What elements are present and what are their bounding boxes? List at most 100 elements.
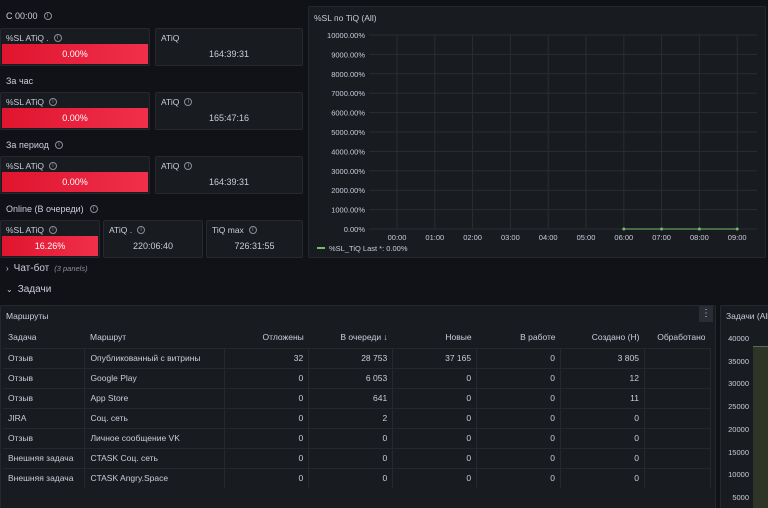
table-cell: 2 xyxy=(308,407,394,428)
routes-panel-title: Маршруты xyxy=(6,311,49,321)
info-icon[interactable]: i xyxy=(48,226,57,234)
x-tick-label: 07:00 xyxy=(652,233,671,242)
table-cell: 641 xyxy=(308,387,394,408)
x-tick-label: 09:00 xyxy=(728,233,747,242)
x-tick-label: 01:00 xyxy=(425,233,444,242)
table-cell: App Store xyxy=(84,387,226,408)
chevron-down-icon: ⌄ xyxy=(6,285,13,294)
table-cell: Личное сообщение VK xyxy=(84,427,226,448)
table-cell: 0 xyxy=(224,407,310,428)
x-tick-label: 00:00 xyxy=(388,233,407,242)
table-cell: 11 xyxy=(560,387,645,408)
table-cell: 0 xyxy=(560,407,645,428)
table-cell: 0 xyxy=(308,427,394,448)
table-row: Внешняя задача CTASK Angry.Space 0 0 0 0 0 xyxy=(3,467,712,488)
legend-label: %SL_TiQ Last *: 0.00% xyxy=(329,244,408,253)
table-row: Отзыв App Store 0 641 0 0 11 xyxy=(3,387,712,408)
info-icon[interactable]: i xyxy=(137,226,146,234)
atiq-panel-3: ATiQ i 164:39:31 xyxy=(155,156,303,194)
table-cell: 6 053 xyxy=(308,367,394,388)
y-tick-label: 9000.00% xyxy=(331,50,365,59)
info-icon[interactable]: i xyxy=(53,34,62,42)
tiq-max-value: 726:31:55 xyxy=(234,241,275,251)
table-cell: 0 xyxy=(308,447,394,468)
info-icon[interactable]: i xyxy=(184,98,193,106)
table-cell: 0 xyxy=(392,407,478,428)
y-tick-label: 5000.00% xyxy=(331,128,365,137)
y-tick-label: 4000.00% xyxy=(331,147,365,156)
column-header[interactable]: Создано (Н) xyxy=(591,331,640,342)
table-cell: 0 xyxy=(392,387,478,408)
y-tick-label: 6000.00% xyxy=(331,109,365,118)
tasks-y-tick: 30000 xyxy=(728,379,749,389)
table-cell xyxy=(644,447,712,468)
x-tick-label: 03:00 xyxy=(501,233,520,242)
table-row: Отзыв Личное сообщение VK 0 0 0 0 0 xyxy=(3,427,712,448)
table-cell xyxy=(644,407,712,428)
table-cell: Соц. сеть xyxy=(84,407,226,428)
info-icon[interactable]: i xyxy=(48,98,57,106)
table-row: Внешняя задача CTASK Соц. сеть 0 0 0 0 0 xyxy=(3,447,712,468)
routes-panel: Маршруты ⋮ Задача Маршрут Отложены В очеред… xyxy=(0,305,716,508)
info-icon[interactable]: i xyxy=(248,226,257,234)
info-icon[interactable]: i xyxy=(54,141,63,149)
x-tick-label: 04:00 xyxy=(539,233,558,242)
column-header[interactable]: В работе xyxy=(520,331,556,342)
table-cell: 28 753 xyxy=(308,347,394,368)
table-cell: Отзыв xyxy=(3,367,86,388)
sl-tiq-chart-panel: %SL по TiQ (All) 10000.00% 9000.00% 8000.0… xyxy=(308,6,766,258)
kebab-menu-icon[interactable]: ⋮ xyxy=(699,306,713,322)
column-header[interactable]: Задача xyxy=(8,331,37,342)
tasks-area-fill xyxy=(753,346,768,508)
sl-atiq-value-1: 0.00% xyxy=(2,44,148,64)
table-cell: Опубликованный с витрины xyxy=(84,347,226,368)
table-cell: 0 xyxy=(392,467,478,488)
chevron-right-icon: › xyxy=(6,264,9,273)
tasks-y-tick: 40000 xyxy=(728,334,749,343)
info-icon[interactable]: i xyxy=(43,12,52,20)
table-cell: 0 xyxy=(224,367,310,388)
table-cell: 0 xyxy=(476,447,562,468)
chatbot-row[interactable]: › Чат-бот (3 panels) xyxy=(6,263,88,274)
sl-atiq-panel-4: %SL ATiQ i 16.26% xyxy=(0,220,100,258)
table-cell: 0 xyxy=(224,447,310,468)
table-cell: JIRA xyxy=(3,407,86,428)
column-header[interactable]: Отложены xyxy=(262,331,304,342)
table-cell: Отзыв xyxy=(3,387,86,408)
data-point xyxy=(697,227,701,231)
tasks-y-tick: 25000 xyxy=(728,402,749,412)
table-cell: CTASK Соц. сеть xyxy=(84,447,226,468)
table-cell: 0 xyxy=(224,467,310,488)
table-cell: Внешняя задача xyxy=(3,447,86,468)
y-tick-label: 2000.00% xyxy=(331,186,365,195)
y-tick-label: 3000.00% xyxy=(331,167,365,176)
table-row: Отзыв Google Play 0 6 053 0 0 12 xyxy=(3,367,712,388)
legend-swatch xyxy=(317,247,325,249)
table-cell: 0 xyxy=(392,427,478,448)
atiq-panel-4: ATiQ .i 220:06:40 xyxy=(103,220,203,258)
atiq-panel-1: ATiQ 164:39:31 xyxy=(155,28,303,66)
table-cell: 0 xyxy=(560,427,645,448)
table-cell: CTASK Angry.Space xyxy=(84,467,226,488)
column-header[interactable]: Маршрут xyxy=(89,331,127,342)
table-cell: 0 xyxy=(308,467,394,488)
x-tick-label: 08:00 xyxy=(690,233,709,242)
table-cell: Google Play xyxy=(84,367,226,388)
table-cell: 0 xyxy=(560,447,645,468)
column-header[interactable]: Обработано xyxy=(657,331,706,342)
column-header[interactable]: В очереди ↓ xyxy=(340,331,388,342)
info-icon[interactable]: i xyxy=(184,162,193,170)
table-cell xyxy=(644,347,712,368)
section-title-since-midnight: С 00:00 i xyxy=(6,11,52,21)
tasks-y-tick: 15000 xyxy=(728,447,749,457)
table-cell xyxy=(644,367,712,388)
table-cell: 0 xyxy=(476,387,562,408)
sl-atiq-value-4: 16.26% xyxy=(2,236,98,256)
table-cell: Внешняя задача xyxy=(3,467,86,488)
info-icon[interactable]: i xyxy=(89,205,98,213)
tasks-row[interactable]: ⌄ Задачи xyxy=(6,284,52,295)
info-icon[interactable]: i xyxy=(48,162,57,170)
table-cell: 3 805 xyxy=(560,347,645,368)
y-tick-label: 0.00% xyxy=(344,225,366,234)
column-header[interactable]: Новые xyxy=(445,331,472,342)
